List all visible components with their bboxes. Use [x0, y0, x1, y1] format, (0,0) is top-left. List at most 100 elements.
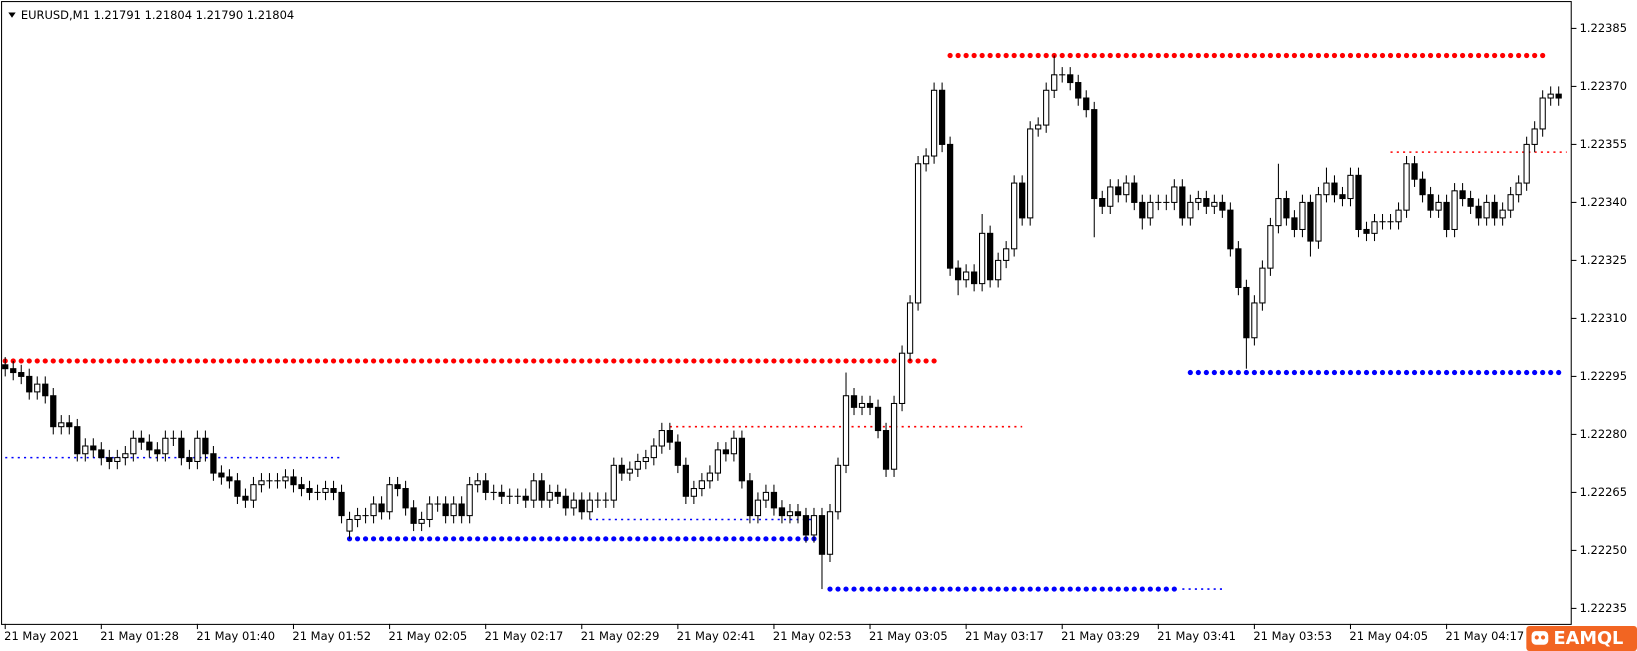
- candle-body: [658, 430, 665, 447]
- candle-body: [482, 480, 489, 493]
- x-tick-label: 21 May 02:53: [773, 629, 852, 643]
- y-tick-label: 1.22250: [1580, 543, 1627, 557]
- logo-eye: [1540, 635, 1546, 640]
- candle-body: [354, 515, 361, 520]
- candle-body: [226, 476, 233, 482]
- candle-body: [1547, 93, 1554, 99]
- candle-body: [1363, 228, 1370, 234]
- candle-body: [378, 503, 385, 513]
- candle-body: [442, 503, 449, 517]
- candle-body: [554, 491, 561, 497]
- candle-body: [1347, 174, 1354, 200]
- x-tick-label: 21 May 02:05: [389, 629, 468, 643]
- candle-body: [18, 372, 25, 377]
- y-tick-label: 1.22265: [1580, 485, 1627, 499]
- candle-body: [1555, 93, 1562, 99]
- candle-body: [1259, 267, 1266, 304]
- candle-body: [786, 511, 794, 517]
- plot-frame: [1, 1, 1572, 625]
- candle-body: [1403, 163, 1410, 211]
- candles: [2, 55, 1562, 590]
- candle-body: [674, 441, 681, 466]
- candle-body: [330, 488, 337, 493]
- candle-body: [914, 163, 922, 304]
- candle-body: [946, 143, 954, 269]
- candle-body: [1123, 182, 1130, 196]
- candle-body: [979, 232, 986, 285]
- candle-body: [810, 515, 818, 536]
- candle-body: [322, 488, 329, 493]
- candle-body: [162, 437, 169, 455]
- x-tick-label: 21 May 01:40: [196, 629, 275, 643]
- y-tick-label: 1.22295: [1580, 369, 1627, 383]
- candle-body: [826, 511, 834, 555]
- candle-body: [1219, 201, 1226, 211]
- candle-body: [666, 430, 673, 443]
- candle-body: [34, 383, 41, 393]
- candle-body: [586, 499, 593, 513]
- candle-body: [1107, 186, 1114, 207]
- candle-body: [762, 491, 770, 501]
- candle-body: [722, 449, 730, 455]
- candle-body: [746, 480, 754, 517]
- candle-body: [898, 352, 906, 404]
- candle-body: [1411, 163, 1418, 180]
- candle-body: [402, 488, 409, 509]
- watermark: EAMQL: [1553, 629, 1623, 649]
- x-tick-label: 21 May 03:53: [1253, 629, 1332, 643]
- candle-body: [962, 271, 970, 281]
- candle-body: [1323, 182, 1330, 196]
- candle-body: [714, 449, 722, 474]
- candle-body: [194, 437, 201, 462]
- y-tick-label: 1.22385: [1580, 21, 1627, 35]
- candle-body: [1067, 74, 1074, 84]
- candle-body: [1267, 225, 1274, 269]
- candle-body: [1011, 182, 1018, 250]
- candle-body: [1299, 201, 1306, 231]
- candle-body: [306, 488, 313, 493]
- candle-body: [530, 480, 537, 501]
- x-tick-label: 21 May 03:05: [869, 629, 948, 643]
- candle-body: [58, 422, 65, 428]
- candle-body: [26, 375, 33, 393]
- candle-body: [474, 480, 481, 486]
- candle-body: [754, 499, 762, 517]
- candle-body: [202, 437, 209, 455]
- candle-body: [1043, 89, 1050, 126]
- candle-body: [850, 395, 858, 408]
- candle-body: [1099, 198, 1106, 207]
- candle-body: [1131, 182, 1138, 203]
- candle-body: [498, 491, 505, 497]
- candle-body: [1331, 182, 1338, 196]
- y-tick-label: 1.22340: [1580, 195, 1627, 209]
- candle-body: [138, 437, 145, 443]
- candle-body: [1339, 194, 1346, 200]
- logo-eye: [1534, 635, 1539, 640]
- candle-body: [1251, 302, 1258, 339]
- candle-body: [450, 503, 457, 517]
- candle-body: [834, 464, 842, 513]
- candle-body: [890, 402, 898, 470]
- candle-body: [1507, 194, 1514, 211]
- candle-body: [610, 464, 617, 501]
- y-tick-label: 1.22235: [1580, 601, 1627, 615]
- candle-body: [338, 491, 345, 517]
- y-tick-label: 1.22310: [1580, 311, 1627, 325]
- candle-body: [578, 499, 585, 513]
- candle-body: [970, 271, 978, 285]
- x-tick-label: 21 May 02:29: [581, 629, 660, 643]
- candle-body: [242, 495, 249, 501]
- candle-body: [730, 437, 738, 455]
- candle-body: [1171, 186, 1178, 203]
- x-tick-label: 21 May 04:05: [1349, 629, 1428, 643]
- x-tick-label: 21 May 03:17: [965, 629, 1044, 643]
- candle-body: [1115, 186, 1122, 196]
- logo-badge: [1526, 625, 1637, 651]
- candle-body: [218, 472, 225, 478]
- candle-body: [370, 503, 377, 517]
- candle-body: [650, 445, 657, 459]
- watermark-logo: EAMQL: [1526, 625, 1637, 651]
- candle-body: [626, 468, 633, 474]
- candle-body: [90, 445, 97, 451]
